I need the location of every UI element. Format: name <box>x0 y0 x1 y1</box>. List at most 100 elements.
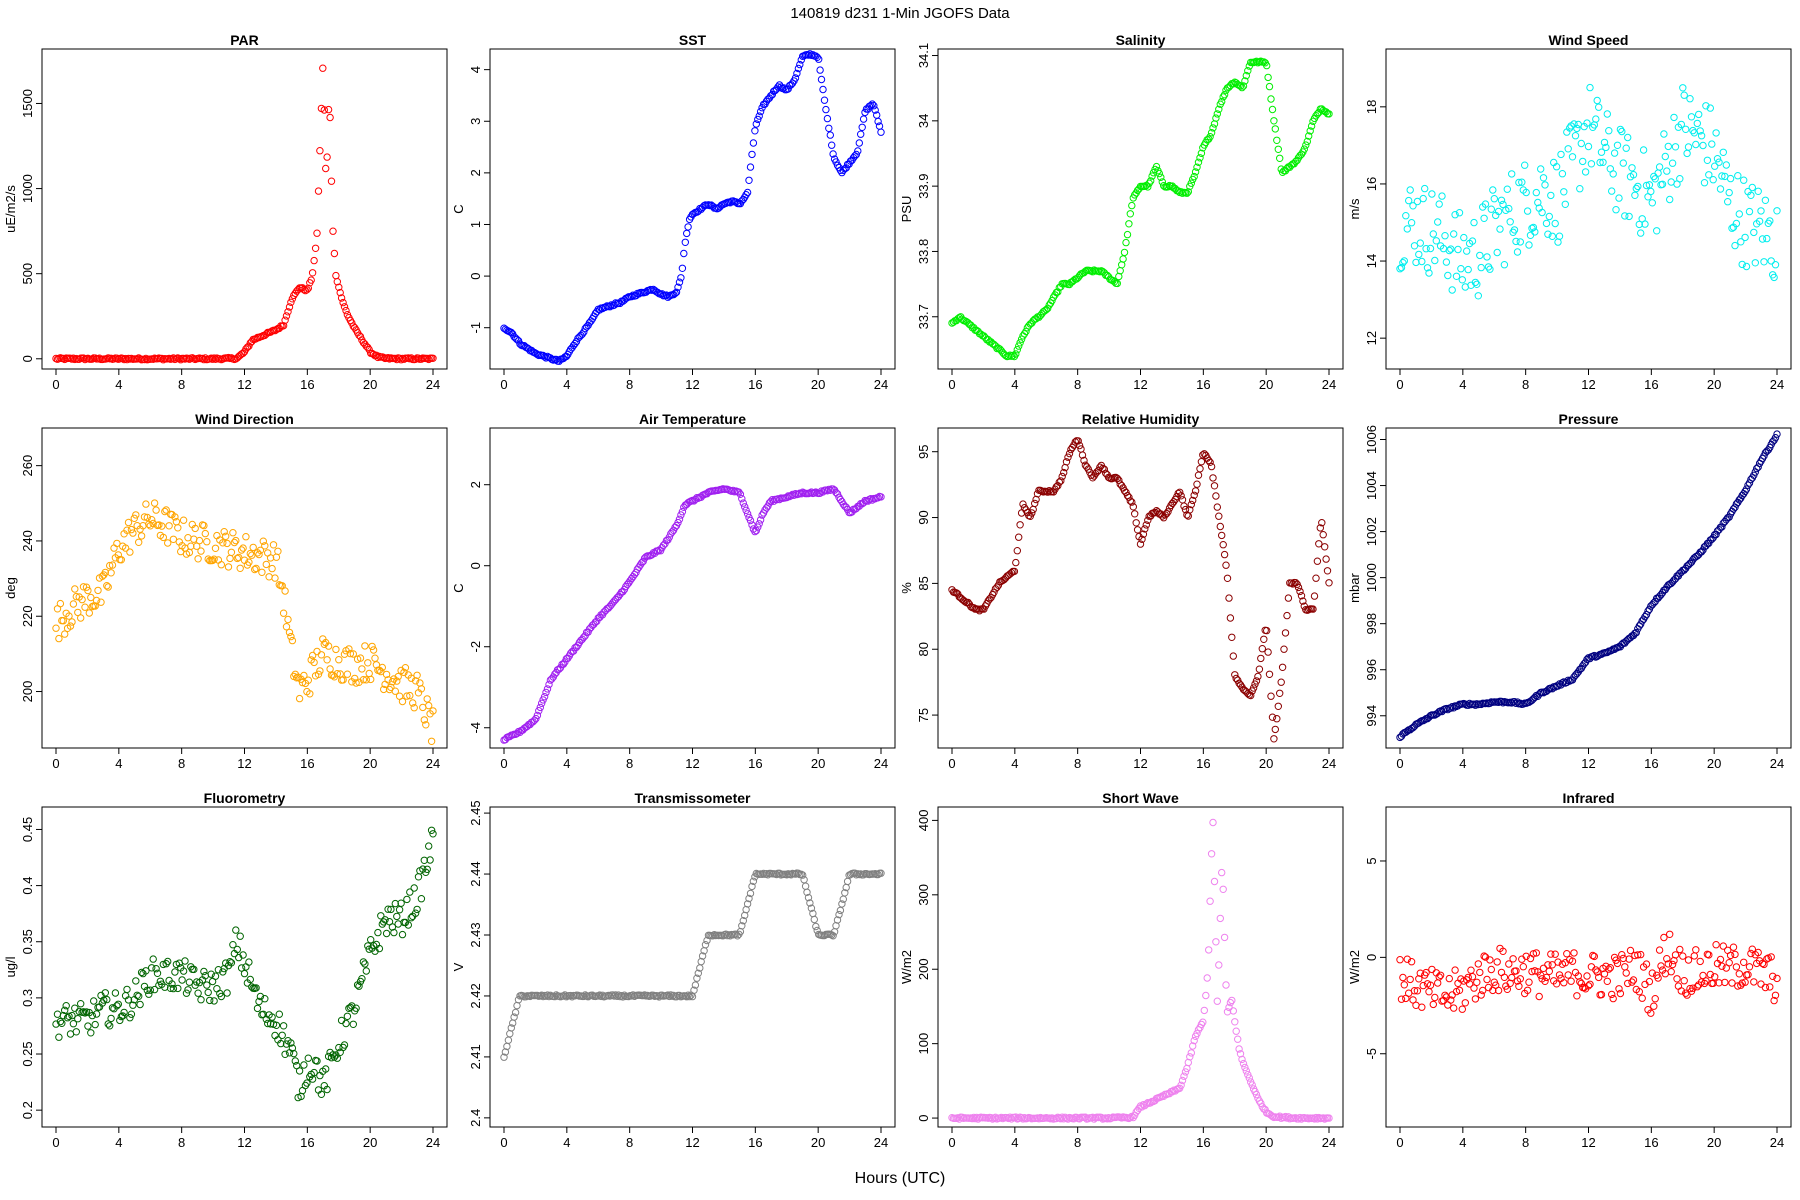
fluorometry-point <box>397 899 405 907</box>
wind-direction-point <box>304 676 312 684</box>
fluorometry-point <box>245 958 253 966</box>
relative-humidity-point <box>1222 561 1230 569</box>
wind-speed-point <box>1760 258 1768 266</box>
infrared-point <box>1621 963 1629 971</box>
short-wave-point <box>1242 1067 1251 1075</box>
fluorometry-ytick-label: 0.35 <box>20 929 35 954</box>
wind-speed-point <box>1593 96 1601 105</box>
transmissometer-point <box>551 992 559 1001</box>
fluorometry-point <box>268 1013 276 1021</box>
par-point <box>184 354 192 363</box>
wind-speed-point <box>1770 273 1778 282</box>
fluorometry-point <box>114 1000 123 1008</box>
wind-direction-point <box>71 585 79 593</box>
relative-humidity-point <box>1284 594 1293 602</box>
wind-direction-point <box>103 582 111 590</box>
infrared-point <box>1407 958 1416 966</box>
salinity-point <box>1128 201 1136 210</box>
wind-speed-point <box>1471 278 1480 287</box>
salinity-point <box>1194 158 1203 167</box>
wind-speed-point <box>1742 262 1751 271</box>
fluorometry-point <box>106 1022 114 1030</box>
salinity-point <box>1270 117 1278 125</box>
salinity-point <box>1273 136 1281 145</box>
salinity-point <box>1148 172 1156 180</box>
fluorometry-point <box>62 1002 70 1010</box>
wind-speed-point <box>1571 132 1580 140</box>
infrared-point <box>1487 965 1496 974</box>
fluorometry-point <box>142 967 150 975</box>
wind-speed-point <box>1432 237 1441 245</box>
wind-speed-point <box>1584 142 1593 151</box>
wind-direction-point <box>364 659 372 667</box>
fluorometry-point <box>282 1040 291 1048</box>
wind-direction-point <box>68 618 76 626</box>
wind-speed-title: Wind Speed <box>1549 32 1629 48</box>
fluorometry-point <box>340 1041 349 1049</box>
wind-direction-point <box>203 538 211 546</box>
wind-speed-point <box>1548 232 1557 241</box>
infrared-point <box>1624 979 1632 988</box>
wind-direction-point <box>162 506 170 514</box>
sst-point <box>681 238 689 247</box>
fluorometry-point <box>414 873 423 881</box>
fluorometry-point <box>71 1004 79 1012</box>
short-wave-title: Short Wave <box>1102 790 1179 806</box>
relative-humidity-point <box>1206 458 1214 466</box>
transmissometer-point <box>683 993 691 1001</box>
wind-speed-point <box>1512 237 1520 246</box>
par-point <box>304 284 312 292</box>
pressure-ytick-label: 1002 <box>1364 517 1379 546</box>
par-point <box>342 306 350 315</box>
salinity-point <box>1191 168 1200 176</box>
pressure-point <box>1494 698 1503 706</box>
relative-humidity-point <box>1312 574 1320 582</box>
wind-direction-xtick-label: 20 <box>363 756 377 771</box>
infrared-ytick-label: 0 <box>1364 954 1379 961</box>
wind-direction-point <box>413 671 421 679</box>
infrared-point <box>1769 972 1777 980</box>
fluorometry-point <box>382 929 391 938</box>
relative-humidity-point <box>1186 506 1194 514</box>
infrared-point <box>1757 980 1765 988</box>
wind-direction-point <box>229 529 237 537</box>
wind-speed-point <box>1506 218 1514 226</box>
wind-speed-point <box>1757 207 1765 215</box>
wind-speed-point <box>1711 162 1719 170</box>
short-wave-point <box>1203 974 1211 982</box>
wind-direction-point <box>84 586 92 595</box>
infrared-point <box>1400 981 1409 989</box>
sst-point <box>746 163 755 171</box>
relative-humidity-point <box>1258 645 1267 653</box>
sst-point <box>871 106 879 114</box>
transmissometer-ytick-label: 2.44 <box>468 861 483 886</box>
par-point <box>287 298 295 306</box>
fluorometry-point <box>413 905 421 914</box>
sst-xtick-label: 4 <box>563 377 570 392</box>
wind-direction-point <box>265 573 273 581</box>
wind-direction-point <box>361 642 369 650</box>
short-wave-point <box>1310 1115 1319 1123</box>
wind-speed-point <box>1566 124 1574 132</box>
fluorometry-point <box>133 991 141 999</box>
salinity-point <box>1144 183 1152 191</box>
wind-direction-point <box>191 524 199 533</box>
infrared-point <box>1606 964 1615 972</box>
infrared-point <box>1666 930 1674 938</box>
short-wave-point <box>1177 1081 1185 1090</box>
relative-humidity-point <box>1281 629 1290 637</box>
fluorometry-point <box>194 989 202 997</box>
infrared-point <box>1409 996 1417 1004</box>
relative-humidity-point <box>1207 462 1216 471</box>
par-point <box>120 355 128 364</box>
sst-point <box>855 139 863 147</box>
fluorometry-point <box>278 1031 286 1040</box>
sst-point <box>852 150 860 159</box>
relative-humidity-point <box>1257 654 1265 663</box>
salinity-point <box>1306 127 1314 135</box>
fluorometry-ylabel: ug/l <box>3 956 18 977</box>
wind-direction-point <box>365 669 373 678</box>
fluorometry-point <box>113 1002 121 1010</box>
salinity-point <box>1220 91 1229 99</box>
fluorometry-point <box>233 945 242 954</box>
